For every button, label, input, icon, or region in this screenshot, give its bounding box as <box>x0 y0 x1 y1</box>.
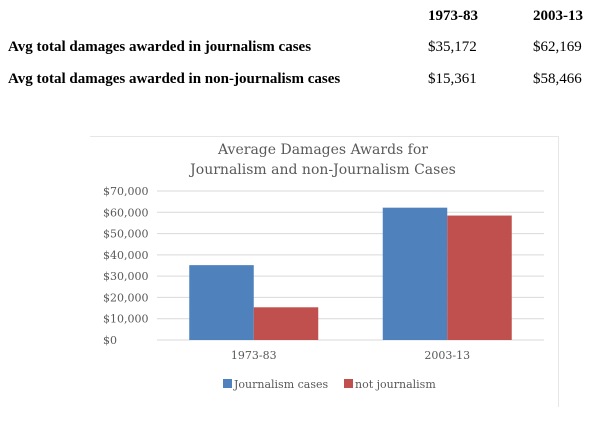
x-tick-label: 2003-13 <box>424 349 470 362</box>
row-label-journalism: Avg total damages awarded in journalism … <box>8 39 312 55</box>
x-tick-label: 1973-83 <box>231 349 277 362</box>
chart-title-line2: Journalism and non-Journalism Cases <box>188 162 456 178</box>
legend-swatch <box>344 379 353 388</box>
legend-label: not journalism <box>355 378 436 391</box>
cell-nonjournalism-2003: $58,466 <box>533 71 582 87</box>
bar-1973-83-1 <box>253 307 319 340</box>
row-label-non-journalism: Avg total damages awarded in non-journal… <box>8 71 341 87</box>
cell-nonjournalism-1973: $15,361 <box>428 71 477 87</box>
col-header-2003-13: 2003-13 <box>533 8 583 24</box>
y-tick-label: $20,000 <box>103 291 149 304</box>
legend-label: Journalism cases <box>233 378 328 391</box>
y-tick-label: $50,000 <box>103 228 149 241</box>
cell-journalism-1973: $35,172 <box>428 39 477 55</box>
bar-2003-13-0 <box>382 207 448 340</box>
legend-swatch <box>223 379 232 388</box>
y-tick-label: $70,000 <box>103 185 149 198</box>
bar-1973-83-0 <box>189 265 254 340</box>
bar-2003-13-1 <box>447 215 512 340</box>
y-tick-label: $0 <box>103 334 117 347</box>
cell-journalism-2003: $62,169 <box>533 39 582 55</box>
y-tick-label: $60,000 <box>103 206 149 219</box>
y-tick-label: $10,000 <box>103 313 149 326</box>
chart-frame <box>90 136 559 407</box>
y-tick-label: $30,000 <box>103 270 149 283</box>
y-tick-label: $40,000 <box>103 249 149 262</box>
chart-title-line1: Average Damages Awards for <box>217 142 428 158</box>
col-header-1973-83: 1973-83 <box>428 8 478 24</box>
